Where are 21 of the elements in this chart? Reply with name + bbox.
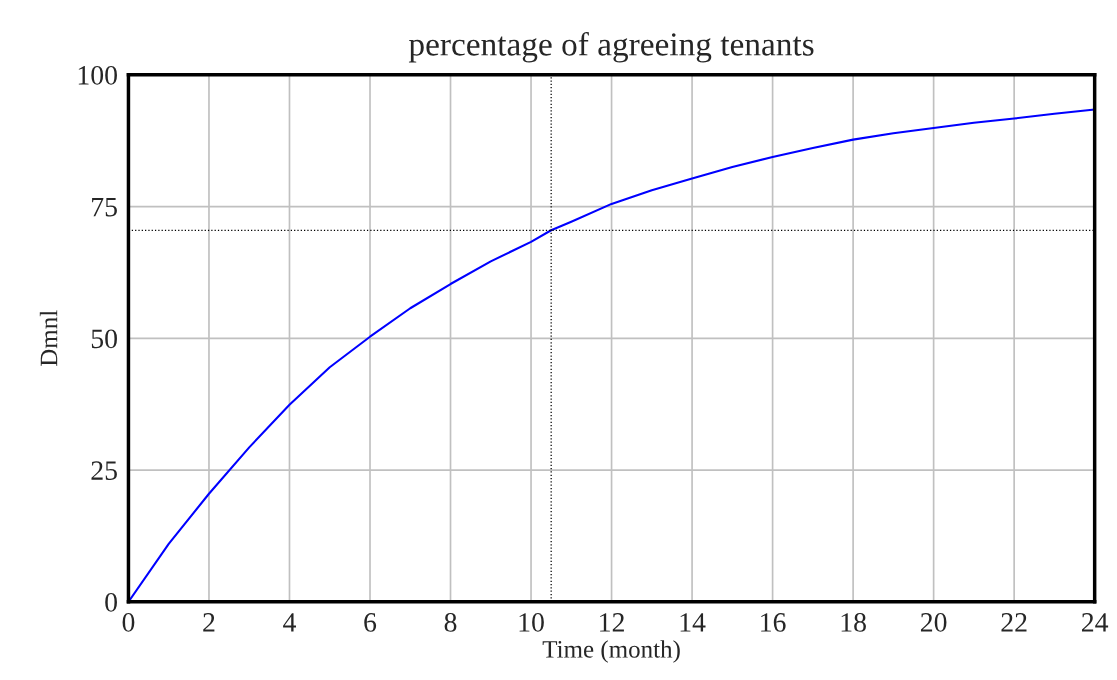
- x-tick-label: 14: [680, 613, 706, 632]
- x-tick-label: 12: [600, 613, 624, 632]
- y-tick-label: 100: [78, 65, 117, 85]
- y-tick-label: 25: [91, 461, 117, 480]
- y-axis-title: Dmnl: [39, 310, 58, 367]
- x-tick-label: 2: [203, 613, 215, 632]
- x-tick-label: 24: [1081, 613, 1109, 632]
- x-tick-label: 8: [444, 613, 457, 632]
- y-tick-label: 50: [91, 329, 117, 349]
- x-tick-label: 22: [1001, 613, 1027, 632]
- x-tick-label: 6: [364, 613, 377, 632]
- x-axis-title: Time (month): [542, 640, 680, 663]
- x-tick-label: 20: [920, 613, 947, 632]
- x-tick-label: 10: [519, 613, 544, 632]
- chart-title: percentage of agreeing tenants: [408, 31, 814, 63]
- x-tick-label: 4: [283, 613, 296, 632]
- y-tick-label: 0: [105, 592, 117, 612]
- x-tick-label: 18: [841, 613, 866, 632]
- x-tick-label: 0: [122, 613, 135, 632]
- x-tick-label: 16: [761, 613, 786, 632]
- y-tick-label: 75: [92, 198, 117, 217]
